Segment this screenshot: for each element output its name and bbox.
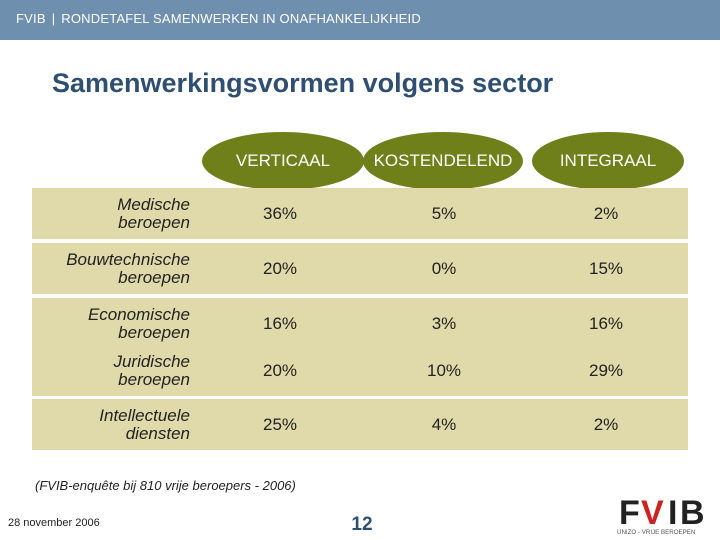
- slide-title: Samenwerkingsvormen volgens sector: [52, 68, 554, 98]
- table-row: [32, 345, 688, 396]
- row-label-line2: beroepen: [118, 369, 190, 389]
- row-label-line1: Economische: [87, 304, 190, 324]
- table-cell: 15%: [588, 258, 624, 278]
- row-label: Bouwtechnische beroepen: [32, 243, 190, 294]
- row-label-line1: Juridische: [113, 351, 190, 371]
- table-cell: 36%: [262, 203, 298, 223]
- logo-letter-b: B: [680, 494, 705, 532]
- table-row: [32, 188, 688, 239]
- table-cell: 5%: [431, 203, 457, 223]
- fvib-logo: F V I B UNIZO - VRIJE BEROEPEN: [617, 494, 705, 536]
- column-header-kostendelend: KOSTENDELEND: [363, 132, 523, 190]
- table-cell: 16%: [588, 313, 624, 333]
- logo-letter-i: I: [668, 494, 677, 532]
- table-cell: 4%: [431, 414, 457, 434]
- row-label-line2: beroepen: [118, 267, 190, 287]
- logo-letter-v: V: [641, 494, 664, 532]
- table-cell: 20%: [262, 258, 298, 278]
- header-separator: |: [51, 11, 56, 26]
- logo-tagline: UNIZO - VRIJE BEROEPEN: [617, 529, 695, 536]
- table-row: [32, 243, 688, 294]
- column-header-integraal: INTEGRAAL: [532, 132, 684, 190]
- row-label: Intellectuele diensten: [32, 399, 190, 450]
- table-cell: 0%: [431, 258, 457, 278]
- row-label-line1: Bouwtechnische: [66, 249, 190, 269]
- row-label: Economische beroepen: [32, 298, 190, 349]
- row-label-line1: Intellectuele: [99, 405, 190, 425]
- page-number: 12: [351, 514, 373, 535]
- table-row: [32, 298, 688, 349]
- column-header-verticaal: VERTICAAL: [202, 132, 364, 190]
- logo-letter-f: F: [619, 494, 640, 532]
- table-cell: 2%: [593, 414, 619, 434]
- header-bar: FVIB | RONDETAFEL SAMENWERKEN IN ONAFHANKE…: [0, 0, 720, 40]
- source-note: (FVIB-enquête bij 810 vrije beroepers - …: [35, 478, 296, 493]
- header-org: FVIB: [16, 11, 46, 26]
- row-label-line2: beroepen: [118, 322, 190, 342]
- row-label-line1: Medische: [117, 194, 190, 214]
- header-subtitle: RONDETAFEL SAMENWERKEN IN ONAFHANKELIJKH…: [61, 11, 421, 26]
- row-label-line2: beroepen: [118, 212, 190, 232]
- header-title: FVIB | RONDETAFEL SAMENWERKEN IN ONAFHANKE…: [16, 11, 421, 26]
- table-cell: 2%: [593, 203, 619, 223]
- footer-date: 28 november 2006: [8, 517, 100, 529]
- table-cell: 16%: [262, 313, 298, 333]
- table-cell: 20%: [262, 360, 298, 380]
- table-cell: 3%: [431, 313, 457, 333]
- row-label-line2: diensten: [125, 423, 190, 443]
- row-label: Juridische beroepen: [32, 345, 190, 396]
- row-label: Medische beroepen: [32, 188, 190, 239]
- table-cell: 10%: [426, 360, 462, 380]
- table-cell: 25%: [262, 414, 298, 434]
- table-row: [32, 399, 688, 450]
- table-cell: 29%: [588, 360, 624, 380]
